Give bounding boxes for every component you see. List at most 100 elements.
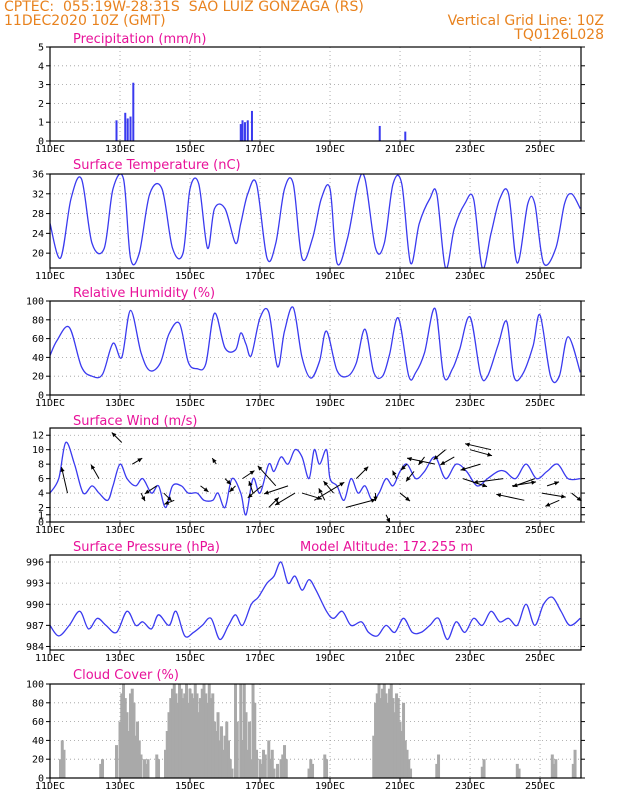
cloud-bar [197,712,201,778]
cloud-bar [223,735,227,778]
cloud-bar [381,688,385,778]
precip-bar [129,116,132,141]
wind-arrow-head [164,500,170,505]
wind-arrow-head [141,496,146,502]
x-tick-label: 11DEC [35,653,65,664]
cloud-bar [248,721,252,778]
cloud-bar [393,712,397,778]
cloud-bar [209,698,213,778]
temp-panel: 20 24 28 32 36 11DEC 13DEC 15DEC 17DEC 19DEC 21DEC… [32,158,585,282]
wind-arrow-head [317,495,323,500]
cloud-bar [284,759,288,778]
wind-arrow [473,478,504,484]
x-tick-label: 13DEC [105,653,135,664]
wind-arrow-head [226,479,232,485]
x-tick-label: 13DEC [105,144,135,155]
temp-title: Surface Temperature (nC) [73,158,241,173]
rh-frame [49,300,582,396]
cloud-bar [59,759,63,778]
wind-arrow-head [264,490,269,495]
cloud-bar [307,768,311,778]
x-tick-label: 13DEC [105,271,135,282]
cloud-bar [123,698,127,778]
cloud-bar [192,698,196,778]
cloud-bar [134,735,138,778]
cloud-bar [132,702,136,778]
y-tick-label: 28 [32,209,44,220]
cloud-bar [137,740,141,778]
x-tick-label: 11DEC [35,271,65,282]
cloud-bar [253,702,257,778]
cloud-bar [255,749,259,778]
cloud-frame [49,683,582,779]
wind-arrow-head [137,458,143,463]
cloud-bar [262,749,266,778]
wind-arrow-head [407,456,412,462]
precip-bar [250,110,253,141]
precip-bar [124,112,127,141]
wind-arrow-head [482,483,488,488]
wind-arrow-head [248,481,253,487]
x-tick-label: 13DEC [105,398,135,409]
x-tick-label: 15DEC [175,398,205,409]
wind-arrow [406,457,436,465]
cloud-bar [188,688,192,778]
y-tick-label: 80 [32,698,44,709]
x-tick-label: 21DEC [385,398,415,409]
y-tick-label: 12 [32,431,44,442]
wind-arrow-head [247,493,253,498]
cloud-bar [185,684,189,778]
x-tick-label: 21DEC [385,525,415,536]
cloud-bar [144,763,148,778]
cloud-bar [200,688,204,778]
cloud-bar [165,731,169,778]
wind-arrow-head [167,496,172,502]
wind-arrow-head [257,465,263,471]
cloud-bar [382,684,386,778]
precip-bar [126,118,129,141]
y-tick-label: 2 [38,503,44,514]
wind-arrow-head [60,467,65,472]
x-tick-label: 23DEC [455,525,485,536]
cloud-bar [379,698,383,778]
cloud-bar [482,759,486,778]
cloud-bar [515,763,519,778]
cloud-bar [325,759,329,778]
cloud-bar [130,688,134,778]
y-tick-label: 10 [32,445,44,456]
wind-series-line [50,441,581,516]
x-tick-label: 15DEC [175,144,205,155]
cloud-bar [211,693,215,778]
y-tick-label: 100 [26,297,44,308]
y-tick-label: 40 [32,736,44,747]
cloud-bar [62,749,66,778]
x-tick-label: 19DEC [315,144,345,155]
y-tick-label: 4 [38,61,44,72]
wind-arrow-head [560,494,566,499]
x-tick-label: 25DEC [525,144,555,155]
y-tick-label: 984 [26,642,44,653]
cloud-bar [517,768,521,778]
cloud-bar [395,693,399,778]
cloud-bar [101,759,105,778]
wind-arrow-head [363,466,369,472]
x-tick-label: 19DEC [315,653,345,664]
x-tick-label: 17DEC [245,398,275,409]
wind-arrow-head [373,496,378,502]
x-tick-label: 11DEC [35,144,65,155]
x-tick-label: 11DEC [35,398,65,409]
cloud-bar [249,759,253,778]
cloud-bar [181,698,185,778]
wind-arrow-head [460,466,466,471]
cloud-bar [258,759,262,778]
wind-arrow-head [370,498,376,503]
cloud-bar [136,721,140,778]
cloud-bar [480,766,484,778]
cloud-bar [127,731,131,778]
y-tick-label: 0 [38,518,44,529]
y-tick-label: 993 [26,579,44,590]
cloud-bar [204,693,208,778]
x-tick-label: 17DEC [245,144,275,155]
